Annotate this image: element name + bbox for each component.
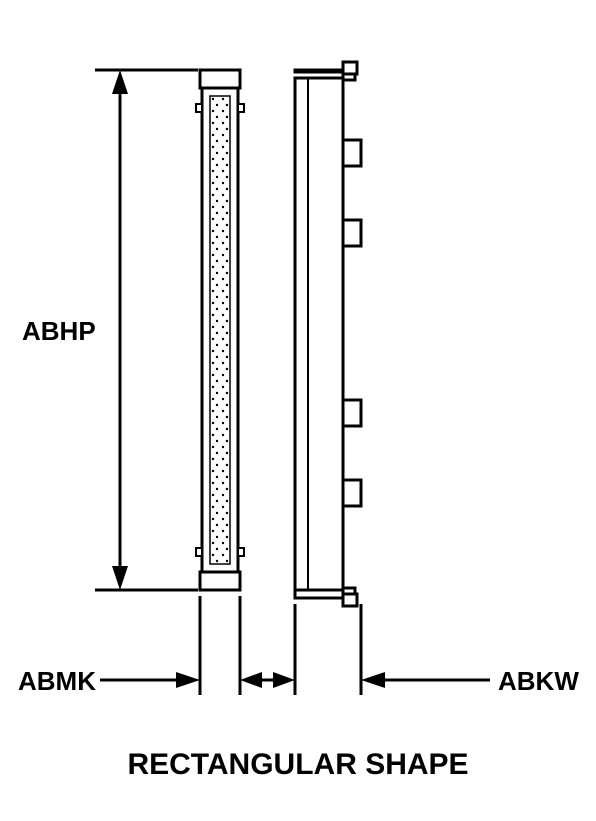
- diagram-title: RECTANGULAR SHAPE: [0, 748, 596, 782]
- side-view: [295, 62, 361, 606]
- label-width-right: ABKW: [498, 666, 579, 697]
- front-view: [196, 70, 244, 590]
- diagram-canvas: ABHP ABMK ABKW RECTANGULAR SHAPE: [0, 0, 596, 816]
- dimension-height: [95, 70, 198, 590]
- dimension-bottom: [100, 596, 490, 695]
- label-height: ABHP: [22, 316, 96, 347]
- label-width-left: ABMK: [18, 666, 96, 697]
